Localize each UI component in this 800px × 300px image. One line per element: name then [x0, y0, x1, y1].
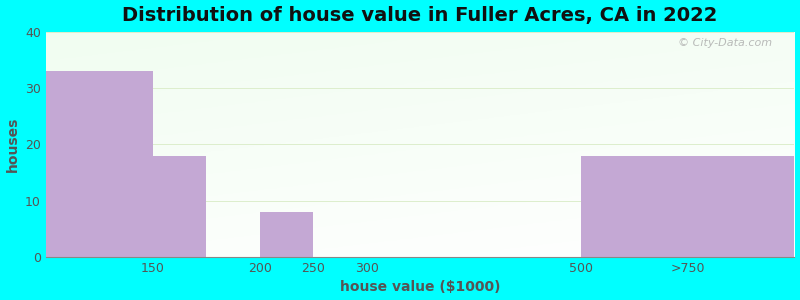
Bar [260, 212, 314, 257]
X-axis label: house value ($1000): house value ($1000) [340, 280, 500, 294]
Bar [581, 156, 794, 257]
Bar [153, 156, 206, 257]
Y-axis label: houses: houses [6, 117, 19, 172]
Title: Distribution of house value in Fuller Acres, CA in 2022: Distribution of house value in Fuller Ac… [122, 6, 718, 25]
Bar [46, 71, 153, 257]
Text: © City-Data.com: © City-Data.com [678, 38, 772, 48]
